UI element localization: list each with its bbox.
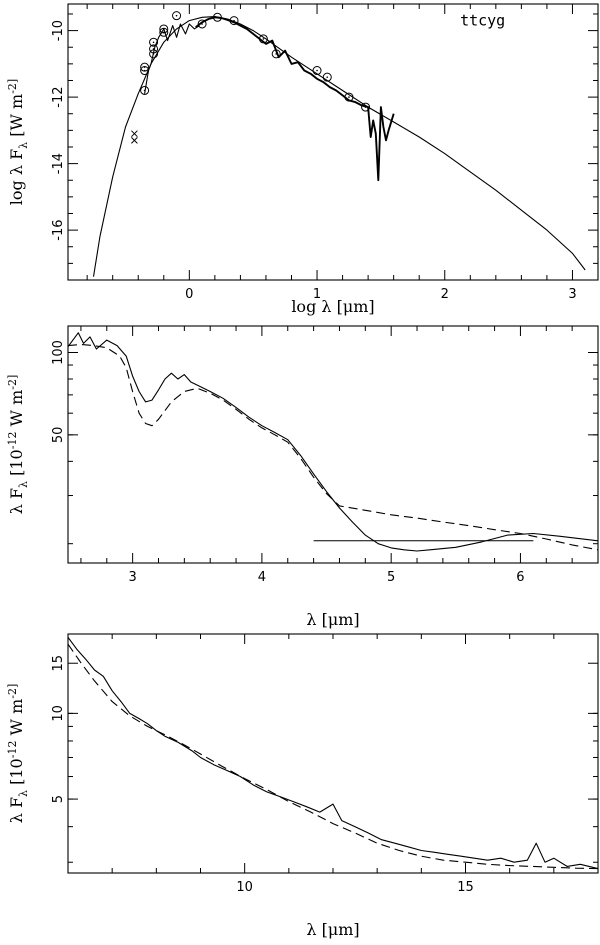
- photometry-circle-marker: [322, 72, 332, 82]
- plot-frame: [67, 325, 599, 564]
- y-tick-label: 100: [51, 340, 66, 365]
- photometry-circle-marker: [159, 27, 169, 37]
- photometry-circle-dot: [201, 23, 203, 25]
- series-line-2: [68, 643, 598, 870]
- y-tick-label: 15: [51, 655, 66, 672]
- x-tick-label: 2: [441, 287, 449, 302]
- y-tick-label: -12: [51, 86, 66, 107]
- x-axis-label: log λ [μm]: [291, 297, 374, 316]
- photometry-circle-marker: [212, 12, 222, 22]
- photometry-circle-dot: [262, 38, 265, 40]
- cross-stroke: [131, 136, 138, 144]
- photometry-circle-marker: [258, 34, 268, 44]
- photometry-circle-marker: [271, 49, 281, 59]
- photometry-circle-marker: [312, 66, 322, 76]
- photometry-circle-dot: [216, 16, 219, 19]
- x-tick-label: 15: [457, 880, 474, 895]
- series-line-3: [195, 16, 395, 182]
- panel-1: 0 1 2 3 -10 -12 -14 -16 log λ [μm] log λ Fλ [W m-…: [6, 3, 599, 316]
- y-tick-label: -10: [51, 20, 66, 41]
- star-name-annotation: ttcyg: [460, 12, 505, 30]
- series-line-1: [68, 332, 598, 552]
- panel-2: 3 4 5 6 50 100 λ [μm] λ Fλ [10-12 W m-2]: [6, 325, 599, 629]
- y-axis-label: λ Fλ [10-12 W m-2]: [6, 684, 30, 824]
- photometry-circle-marker: [344, 92, 354, 102]
- x-tick-label: 10: [236, 880, 253, 895]
- photometry-circle-marker: [140, 66, 150, 76]
- photometry-circle-dot: [175, 14, 178, 17]
- photometry-circle-dot: [233, 19, 235, 22]
- photometry-cross-marker: [131, 136, 138, 144]
- y-tick-label: 10: [51, 705, 66, 722]
- x-tick-label: 4: [258, 570, 266, 585]
- plot-area: [68, 332, 598, 552]
- series-line-1: [92, 16, 586, 277]
- photometry-circle-dot: [152, 53, 155, 55]
- y-axis-label: λ Fλ [10-12 W m-2]: [6, 375, 30, 515]
- photometry-circle-dot: [364, 106, 367, 108]
- photometry-circle-dot: [275, 53, 277, 55]
- photometry-circle-dot: [152, 48, 155, 50]
- photometry-circle-dot: [143, 69, 146, 72]
- photometry-circle-marker: [149, 49, 159, 59]
- x-tick-label: 0: [185, 287, 193, 302]
- y-tick-label: 50: [51, 427, 66, 444]
- photometry-circle-dot: [316, 69, 318, 72]
- photometry-circle-marker: [172, 11, 182, 21]
- x-tick-label: 3: [128, 570, 136, 585]
- x-axis-label: λ [μm]: [306, 920, 359, 939]
- photometry-circle-dot: [162, 31, 165, 34]
- series-line-2: [68, 343, 598, 551]
- series-line-2: [144, 23, 200, 94]
- photometry-circle-marker: [361, 102, 371, 112]
- photometry-circle-dot: [326, 76, 329, 78]
- x-tick-label: 1: [313, 287, 321, 302]
- plot-area: [92, 11, 586, 277]
- plot-frame: [67, 3, 599, 281]
- photometry-circle-marker: [229, 16, 239, 26]
- cross-stroke: [131, 130, 138, 138]
- photometry-circle-marker: [140, 85, 150, 95]
- photometry-circle-marker: [149, 44, 159, 54]
- photometry-circle-marker: [149, 37, 159, 47]
- plot-area: [68, 636, 598, 870]
- photometry-circle-dot: [143, 89, 146, 92]
- series-line-1: [68, 636, 598, 870]
- y-tick-label: -14: [51, 153, 66, 174]
- y-tick-label: -16: [51, 220, 66, 241]
- y-tick-label: 5: [51, 795, 66, 803]
- plot-frame: [67, 633, 599, 874]
- photometry-circle-dot: [348, 96, 350, 98]
- x-tick-label: 3: [568, 287, 576, 302]
- x-axis-label: λ [μm]: [306, 610, 359, 629]
- y-axis-label: log λ Fλ [W m-2]: [6, 79, 30, 205]
- photometry-circle-dot: [152, 41, 155, 44]
- x-tick-label: 6: [516, 570, 524, 585]
- x-tick-label: 5: [387, 570, 395, 585]
- photometry-cross-marker: [131, 130, 138, 138]
- photometry-circle-marker: [197, 19, 207, 29]
- panel-3: 10 15 5 10 15 λ [μm] λ Fλ [10-12 W m-2]: [6, 633, 599, 939]
